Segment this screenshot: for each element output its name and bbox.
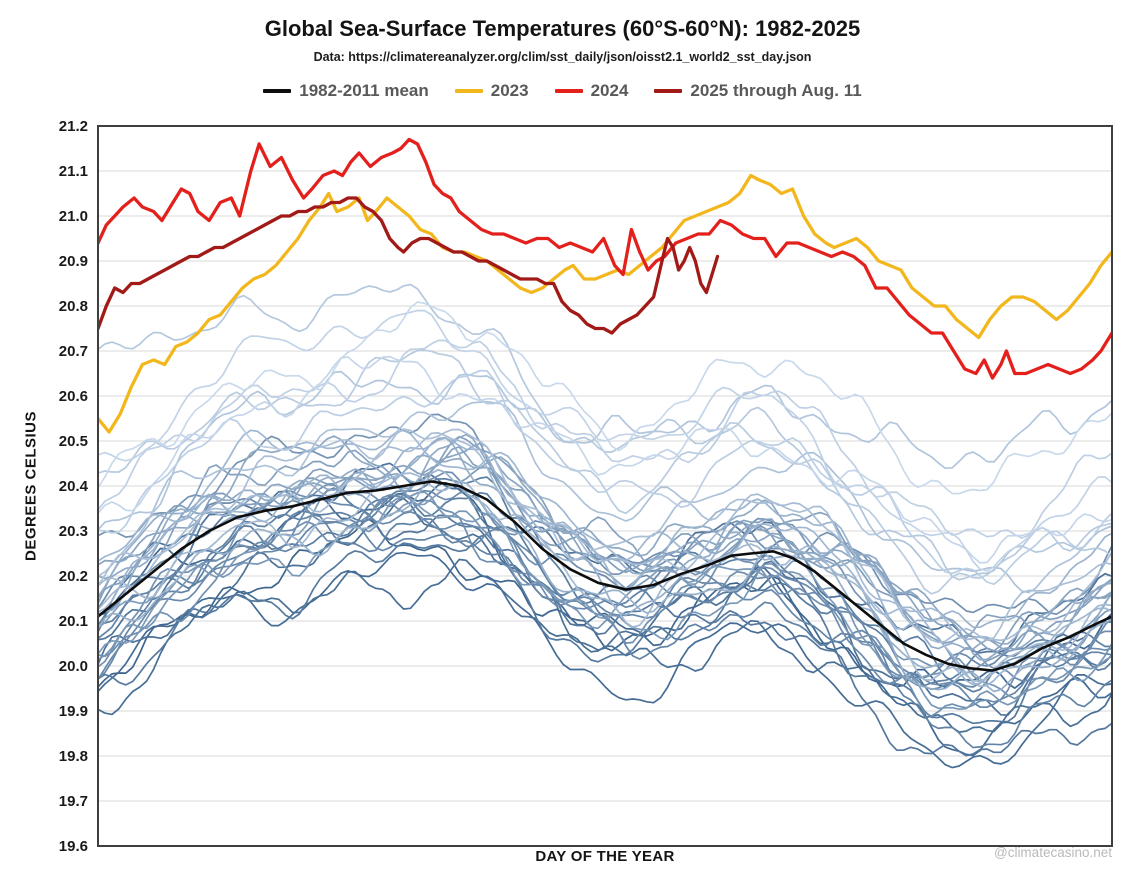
legend-swatch-2025-line-icon <box>654 89 683 93</box>
background-year-line-2019 <box>99 339 1111 539</box>
background-year-line-2021 <box>99 355 1111 564</box>
series-layer <box>99 137 1111 769</box>
background-year-line-2009 <box>99 437 1111 631</box>
legend-item-2024: 2024 <box>554 81 629 101</box>
background-year-line-2020 <box>99 309 1111 572</box>
background-year-line-2006 <box>99 433 1111 651</box>
legend-label-2024: 2024 <box>590 81 629 100</box>
y-tick-label: 20.7 <box>59 343 88 360</box>
background-year-line-1984 <box>99 551 1111 769</box>
y-tick-label: 20.6 <box>59 388 88 405</box>
y-tick-label: 20.0 <box>59 658 88 675</box>
y-tick-label: 21.0 <box>59 208 88 225</box>
series-line-y2025 <box>99 196 720 335</box>
series-line-y2024 <box>99 137 1111 380</box>
background-year-line-1998 <box>99 413 1111 700</box>
y-tick-label: 20.4 <box>59 478 89 495</box>
y-tick-label: 20.3 <box>59 523 88 540</box>
legend-label-mean: 1982-2011 mean <box>299 81 429 100</box>
chart-subtitle: Data: https://climatereanalyzer.org/clim… <box>313 50 812 64</box>
background-year-line-2015 <box>99 370 1111 530</box>
watermark: @climatecasino.net <box>993 845 1112 860</box>
y-tick-label: 19.8 <box>59 748 88 765</box>
background-year-line-2010 <box>99 429 1111 688</box>
background-year-line-1989 <box>99 533 1111 725</box>
background-year-line-2013 <box>99 428 1111 644</box>
background-year-line-2018 <box>99 369 1111 586</box>
chart-legend: 1982-2011 mean 2023 2024 2025 through Au… <box>0 81 1125 101</box>
background-year-line-2012 <box>99 432 1111 642</box>
background-year-line-2017 <box>99 349 1111 595</box>
legend-label-2023: 2023 <box>490 81 529 100</box>
y-tick-label: 21.2 <box>59 118 88 135</box>
background-year-line-1995 <box>99 489 1111 688</box>
legend-label-2025: 2025 through Aug. 11 <box>690 81 862 100</box>
background-year-line-1994 <box>99 497 1111 680</box>
legend-item-2023: 2023 <box>454 81 529 101</box>
background-year-line-2022 <box>99 301 1111 495</box>
y-tick-label: 20.5 <box>59 433 88 450</box>
y-axis-label: DEGREES CELSIUS <box>22 410 40 562</box>
y-tick-label: 20.8 <box>59 298 88 315</box>
legend-swatch-mean-line-icon <box>263 89 292 93</box>
legend-item-mean: 1982-2011 mean <box>263 81 429 101</box>
y-tick-label: 20.2 <box>59 568 88 585</box>
y-tick-label: 20.9 <box>59 253 88 270</box>
background-year-line-1999 <box>99 491 1111 711</box>
y-tick-label: 19.6 <box>59 838 88 855</box>
y-tick-label: 19.9 <box>59 703 88 720</box>
background-year-line-2007 <box>99 436 1111 693</box>
legend-item-2025: 2025 through Aug. 11 <box>654 81 862 101</box>
chart-title: Global Sea-Surface Temperatures (60°S-60… <box>264 16 861 41</box>
legend-swatch-2024-line-icon <box>554 89 583 93</box>
y-tick-label: 21.1 <box>59 163 88 180</box>
x-axis-label: DAY OF THE YEAR <box>535 848 675 865</box>
background-year-line-1985 <box>99 558 1111 733</box>
legend-swatch-2023-line-icon <box>454 89 483 93</box>
y-tick-label: 19.7 <box>59 793 88 810</box>
background-year-line-2003 <box>99 446 1111 639</box>
series-line-mean_1982_2011 <box>99 480 1111 672</box>
y-tick-label: 20.1 <box>59 613 88 630</box>
plot-border <box>97 125 1113 847</box>
background-year-line-2011 <box>99 472 1111 683</box>
series-line-y2023 <box>99 173 1111 434</box>
background-year-line-1986 <box>99 497 1111 717</box>
